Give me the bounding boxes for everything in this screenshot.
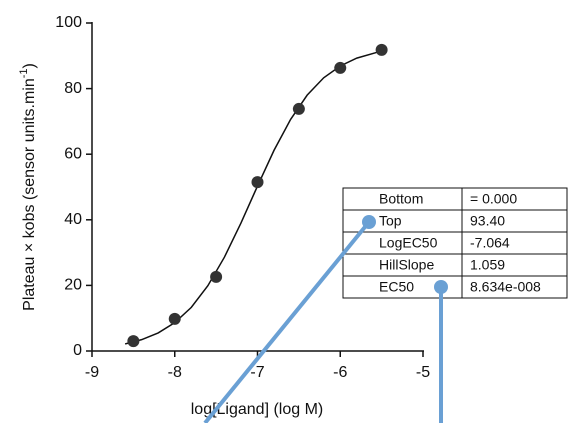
x-axis-label: log[Ligand] (log M) (191, 401, 324, 418)
data-point (251, 176, 264, 189)
arrow-line (203, 220, 371, 423)
y-axis-label-main: Plateau × kobs (sensor units.min (21, 78, 38, 311)
table-text: EC50 (379, 279, 414, 295)
x-tick-label: -7 (250, 364, 264, 381)
results-table: Bottom = 0.000 Top 93.40 LogEC50 -7.064 HillSl… (342, 187, 568, 299)
data-point (375, 43, 388, 56)
data-point (292, 102, 305, 115)
x-tick-label: -5 (416, 364, 430, 381)
x-tick-label: -8 (168, 364, 182, 381)
table-text: LogEC50 (379, 235, 438, 251)
arrow-dot (362, 215, 376, 229)
annotation-arrows (203, 215, 448, 423)
y-axis-label-sup: -1 (18, 68, 30, 78)
y-tick-label: 0 (73, 342, 82, 359)
table-cell (461, 275, 568, 299)
y-tick-label: 100 (55, 14, 82, 31)
y-axis-label: Plateau × kobs (sensor units.min-1) (18, 63, 38, 311)
table-text: 8.634e-008 (470, 279, 541, 295)
x-tick-label: -9 (85, 364, 99, 381)
y-axis-label-end: ) (21, 63, 38, 68)
table-text: 1.059 (470, 257, 505, 273)
table-text: 93.40 (470, 213, 505, 229)
data-point (210, 270, 223, 283)
table-text: Top (379, 213, 402, 229)
table-text: HillSlope (379, 257, 434, 273)
data-point (168, 312, 181, 325)
data-point (127, 335, 140, 348)
x-tick-label: -6 (333, 364, 347, 381)
table-cell (342, 209, 463, 233)
y-tick-label: 40 (64, 211, 82, 228)
table-text: = 0.000 (470, 191, 517, 207)
table-text: Bottom (379, 191, 423, 207)
table-text: -7.064 (470, 235, 510, 251)
fit-curve (124, 51, 378, 345)
y-tick-label: 80 (64, 80, 82, 97)
arrow-dot (434, 280, 448, 294)
y-tick-label: 60 (64, 145, 82, 162)
y-tick-label: 20 (64, 277, 82, 294)
data-point (334, 61, 347, 74)
